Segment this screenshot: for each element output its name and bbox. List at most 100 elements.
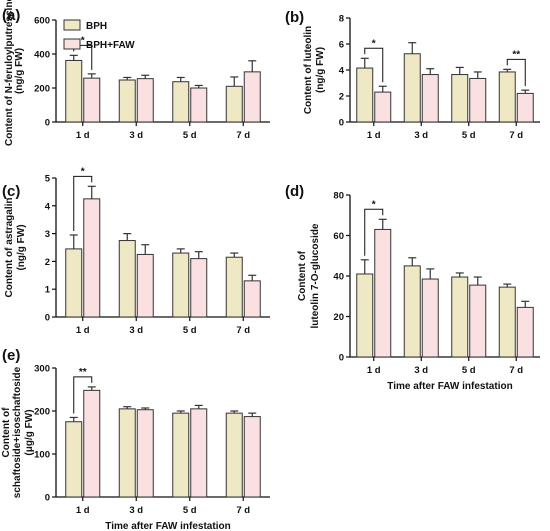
bar-bph-faw xyxy=(243,71,261,123)
bar-bph xyxy=(118,408,136,498)
chart-panel-3: (c) 0 1 2 3 4 5 Content of astragalin (ng/g FW) 1… xyxy=(2,166,270,336)
y-tick-label: 3 xyxy=(45,229,50,240)
y-tick-label: 0 xyxy=(45,493,50,504)
x-tick-label: 1 d xyxy=(367,130,381,141)
x-tick-label: 1 d xyxy=(76,505,90,516)
y-tick-label: 4 xyxy=(339,66,345,77)
x-tick-label: 7 d xyxy=(236,325,250,336)
y-axis-title: schaftoside+isoschaftoside xyxy=(12,366,23,498)
x-axis-title: Time after FAW infestation xyxy=(105,521,230,531)
panel-letter: (e) xyxy=(2,347,20,364)
y-tick-label: 300 xyxy=(34,364,50,375)
y-tick-label: 2 xyxy=(45,257,50,268)
y-tick-label: 60 xyxy=(333,231,344,242)
legend-label: BPH xyxy=(86,21,107,32)
y-tick-label: 4 xyxy=(45,201,51,212)
x-tick-label: 5 d xyxy=(183,505,197,516)
x-axis-title: Time after FAW infestation xyxy=(387,381,512,392)
y-tick-label: 0 xyxy=(339,118,344,129)
y-tick-label: 200 xyxy=(34,407,50,418)
bar-bph-faw xyxy=(469,284,487,358)
y-tick-label: 0 xyxy=(45,313,50,324)
y-tick-label: 400 xyxy=(34,50,50,61)
significance-label: * xyxy=(81,166,85,177)
y-tick-label: 0 xyxy=(45,118,50,129)
bar-bph-faw xyxy=(374,228,392,358)
y-tick-label: 80 xyxy=(333,191,344,202)
y-tick-label: 20 xyxy=(333,312,344,323)
bar-bph xyxy=(225,412,243,498)
bar-bph-faw xyxy=(421,278,439,358)
y-axis-title: Content of luteolin xyxy=(303,26,314,114)
bar-bph xyxy=(65,421,83,498)
significance-bracket xyxy=(364,208,384,256)
bar-bph xyxy=(65,59,83,123)
x-tick-label: 5 d xyxy=(183,130,197,141)
x-tick-label: 7 d xyxy=(509,130,523,141)
bar-bph xyxy=(498,286,516,358)
bar-bph-faw xyxy=(136,78,154,123)
y-axis-title: (ng/g FW) xyxy=(14,48,25,94)
legend-label: BPH+FAW xyxy=(86,40,135,51)
significance-bracket xyxy=(73,376,93,414)
significance-label: * xyxy=(372,199,376,210)
y-tick-label: 2 xyxy=(339,92,344,103)
y-tick-label: 600 xyxy=(34,16,50,27)
significance-bracket xyxy=(506,58,526,87)
bar-bph xyxy=(118,240,136,318)
y-tick-label: 1 xyxy=(45,285,51,296)
y-tick-label: 8 xyxy=(339,14,344,25)
x-tick-label: 3 d xyxy=(414,130,428,141)
significance-bracket xyxy=(73,175,93,231)
x-tick-label: 3 d xyxy=(129,325,143,336)
bar-bph xyxy=(65,248,83,318)
bar-bph xyxy=(172,81,190,123)
x-tick-label: 3 d xyxy=(129,505,143,516)
bar-bph-faw xyxy=(190,87,208,123)
significance-label: * xyxy=(372,38,376,49)
x-tick-label: 7 d xyxy=(236,130,250,141)
bar-bph-faw xyxy=(374,91,392,123)
bar-bph-faw xyxy=(469,77,487,123)
bar-bph-faw xyxy=(516,92,534,123)
y-axis-title: (ng/g FW) xyxy=(315,47,326,93)
chart-panel-4: (d) 0 20 40 60 80 Content of luteolin 7-O-gluco… xyxy=(285,183,540,392)
bar-bph-faw xyxy=(190,408,208,498)
x-tick-label: 3 d xyxy=(129,130,143,141)
bar-bph-faw xyxy=(136,253,154,318)
panel-letter: (d) xyxy=(285,183,304,200)
x-tick-label: 5 d xyxy=(462,130,476,141)
chart-panel-1: (a) 0 200 400 600 Content of N-feruloylputres… xyxy=(2,0,270,146)
bar-bph xyxy=(172,412,190,498)
bar-bph xyxy=(118,79,136,123)
y-axis-title: Content of xyxy=(297,250,308,301)
significance-label: ** xyxy=(79,367,87,378)
bar-bph-faw xyxy=(83,198,101,318)
x-tick-label: 5 d xyxy=(462,365,476,376)
bar-bph xyxy=(403,265,421,358)
x-tick-label: 1 d xyxy=(367,365,381,376)
panel-letter: (a) xyxy=(2,7,20,24)
bar-bph xyxy=(172,252,190,318)
x-tick-label: 3 d xyxy=(414,365,428,376)
bar-bph xyxy=(225,85,243,123)
significance-label: ** xyxy=(512,49,520,60)
chart-panel-5: (e) 0 100 200 300 Content of schaftoside+isosc… xyxy=(1,347,270,531)
significance-label: * xyxy=(81,35,85,46)
panel-letter: (b) xyxy=(285,9,304,26)
significance-bracket xyxy=(364,47,384,83)
panel-letter: (c) xyxy=(2,183,20,200)
y-tick-label: 200 xyxy=(34,84,50,95)
x-tick-label: 1 d xyxy=(76,325,90,336)
bar-bph-faw xyxy=(243,280,261,318)
bar-bph-faw xyxy=(243,416,261,498)
bar-bph xyxy=(403,53,421,123)
bar-bph-faw xyxy=(516,306,534,358)
y-axis-title: (ng/g FW) xyxy=(16,224,27,270)
bar-bph xyxy=(451,276,469,358)
bar-bph-faw xyxy=(421,74,439,123)
legend: BPH BPH+FAW xyxy=(63,19,135,51)
x-tick-label: 7 d xyxy=(509,365,523,376)
legend-swatch-bph xyxy=(63,19,81,31)
